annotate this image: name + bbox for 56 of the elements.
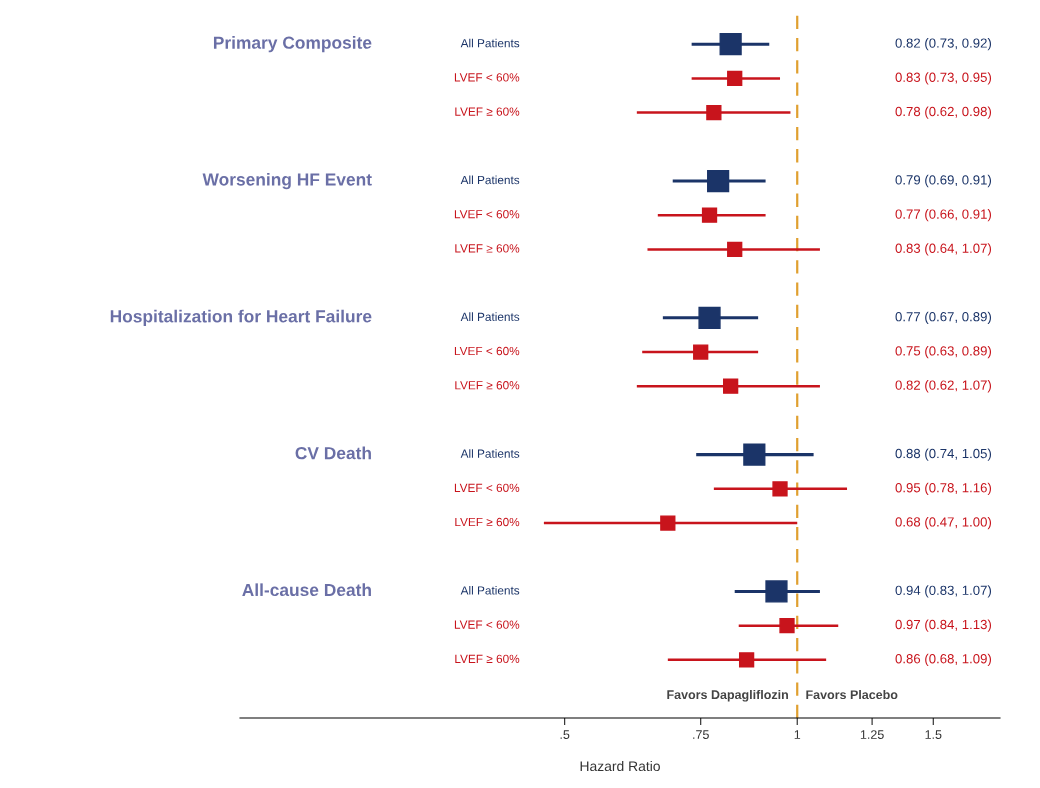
- x-axis-title: Hazard Ratio: [580, 760, 660, 772]
- point: [723, 378, 739, 394]
- annotation: 0.86 (0.68, 1.09): [895, 653, 992, 666]
- point: [693, 344, 709, 360]
- annotation: Favors Placebo: [806, 689, 898, 700]
- annotation: 0.83 (0.73, 0.95): [895, 72, 992, 85]
- x-tick-label: 1.25: [860, 730, 884, 739]
- y-tick-label: LVEF ≥ 60%: [455, 107, 520, 116]
- point: [701, 207, 718, 223]
- annotation: 0.82 (0.62, 1.07): [895, 380, 992, 393]
- point: [719, 33, 742, 56]
- y-tick-label: LVEF ≥ 60%: [455, 381, 520, 390]
- annotation: All-cause Death: [242, 583, 371, 597]
- point: [727, 241, 743, 258]
- point: [707, 169, 730, 193]
- y-tick-label: All Patients: [460, 312, 520, 321]
- annotation: 0.83 (0.64, 1.07): [895, 243, 992, 256]
- point: [698, 306, 721, 329]
- x-tick-label: .75: [693, 730, 709, 739]
- annotation: 0.68 (0.47, 1.00): [895, 516, 992, 530]
- y-tick-label: LVEF < 60%: [454, 620, 520, 629]
- annotation: 0.82 (0.73, 0.92): [895, 38, 992, 51]
- annotation: 0.97 (0.84, 1.13): [895, 619, 992, 632]
- point: [743, 443, 766, 466]
- annotation: 0.94 (0.83, 1.07): [895, 585, 992, 598]
- y-tick-label: LVEF ≥ 60%: [455, 654, 520, 664]
- point: [738, 652, 755, 668]
- annotation: Primary Composite: [213, 36, 372, 53]
- annotation: 0.95 (0.78, 1.16): [895, 482, 992, 495]
- annotation: 0.77 (0.66, 0.91): [895, 209, 992, 222]
- annotation: 0.77 (0.67, 0.89): [895, 311, 992, 324]
- y-tick-label: LVEF < 60%: [454, 346, 520, 356]
- annotation: Hospitalization for Heart Failure: [110, 309, 372, 326]
- annotation: Worsening HF Event: [202, 172, 372, 190]
- x-tick-label: 1.5: [925, 730, 942, 739]
- annotation: 0.79 (0.69, 0.91): [895, 174, 992, 188]
- annotation: Favors Dapagliflozin: [667, 689, 788, 702]
- x-tick-label: .5: [560, 730, 570, 739]
- y-tick-label: LVEF < 60%: [454, 483, 520, 493]
- annotation: 0.78 (0.62, 0.98): [895, 106, 992, 119]
- annotation: CV Death: [295, 446, 371, 460]
- annotation: 0.88 (0.74, 1.05): [895, 448, 992, 461]
- y-tick-label: All Patients: [460, 38, 520, 48]
- point: [727, 70, 743, 87]
- y-tick-label: LVEF < 60%: [454, 73, 520, 82]
- y-tick-label: All Patients: [460, 449, 520, 458]
- y-tick-label: LVEF < 60%: [454, 210, 520, 219]
- annotation: 0.75 (0.63, 0.89): [895, 345, 992, 359]
- point: [765, 580, 788, 603]
- point: [706, 104, 722, 121]
- y-tick-label: LVEF ≥ 60%: [455, 244, 520, 253]
- x-tick-label: 1: [794, 730, 801, 739]
- y-tick-label: All Patients: [460, 175, 520, 185]
- y-tick-label: LVEF ≥ 60%: [455, 517, 520, 527]
- point: [772, 481, 788, 497]
- y-tick-label: All Patients: [460, 585, 520, 595]
